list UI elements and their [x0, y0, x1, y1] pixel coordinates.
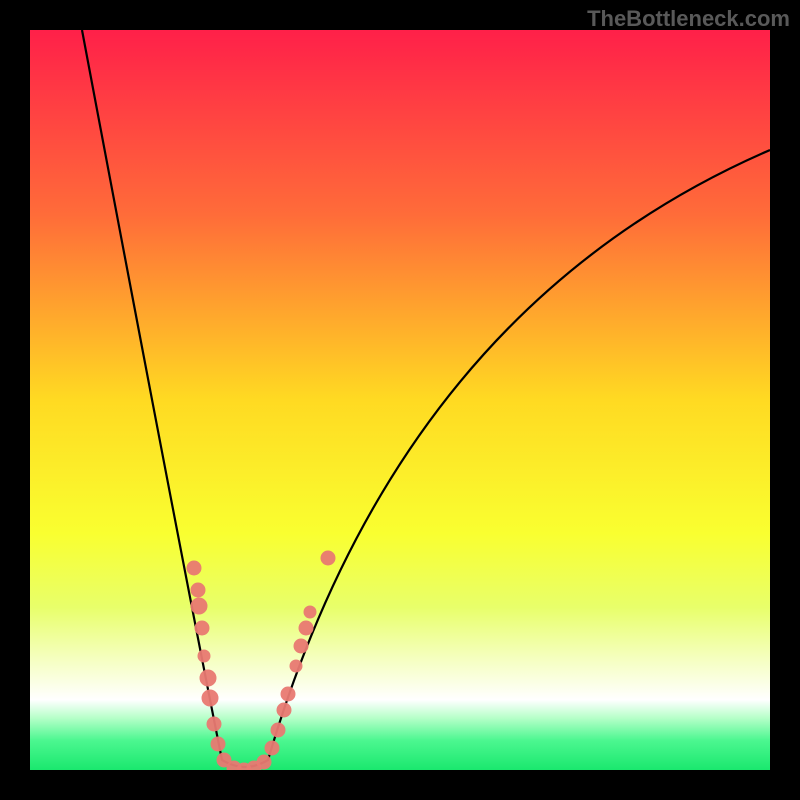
data-marker — [265, 741, 279, 755]
data-marker — [191, 598, 207, 614]
data-marker — [304, 606, 316, 618]
plot-area — [30, 30, 770, 770]
data-marker — [321, 551, 335, 565]
data-marker — [277, 703, 291, 717]
data-marker — [198, 650, 210, 662]
data-marker — [271, 723, 285, 737]
data-marker — [281, 687, 295, 701]
data-marker — [207, 717, 221, 731]
data-marker — [200, 670, 216, 686]
curve-layer — [30, 30, 770, 770]
data-marker — [211, 737, 225, 751]
data-markers — [187, 551, 335, 770]
chart-frame: TheBottleneck.com — [0, 0, 800, 800]
data-marker — [202, 690, 218, 706]
data-marker — [299, 621, 313, 635]
data-marker — [195, 621, 209, 635]
data-marker — [294, 639, 308, 653]
data-marker — [187, 561, 201, 575]
data-marker — [290, 660, 302, 672]
data-marker — [191, 583, 205, 597]
bottleneck-curve — [82, 30, 770, 767]
watermark-text: TheBottleneck.com — [587, 6, 790, 32]
data-marker — [257, 755, 271, 769]
